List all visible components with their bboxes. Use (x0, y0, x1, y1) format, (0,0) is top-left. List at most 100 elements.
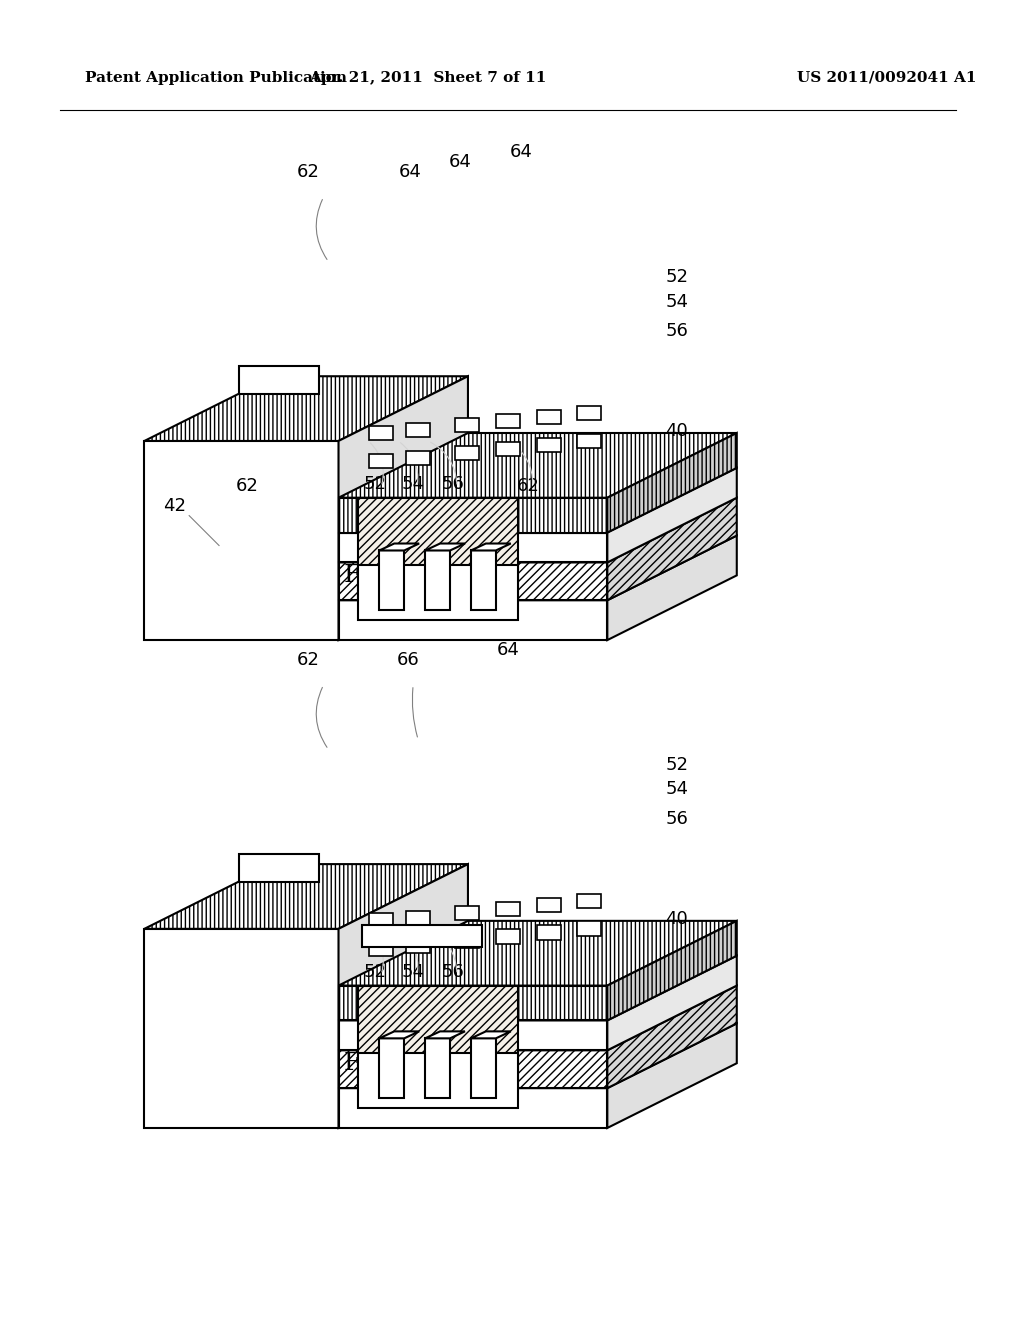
Polygon shape (339, 1023, 737, 1088)
Polygon shape (358, 565, 518, 620)
Polygon shape (496, 929, 520, 944)
Text: Fig. 10: Fig. 10 (344, 564, 433, 587)
Polygon shape (425, 1031, 465, 1039)
Polygon shape (339, 601, 607, 640)
Polygon shape (471, 1031, 511, 1039)
Polygon shape (578, 433, 601, 447)
Polygon shape (425, 1039, 450, 1098)
Text: 66: 66 (397, 651, 420, 669)
Polygon shape (379, 544, 419, 550)
Polygon shape (455, 933, 479, 948)
Text: 56: 56 (666, 810, 688, 828)
Text: 62: 62 (236, 477, 258, 495)
Polygon shape (339, 956, 737, 1020)
Polygon shape (607, 921, 737, 1020)
Text: 42: 42 (163, 496, 185, 515)
Polygon shape (537, 925, 560, 940)
Polygon shape (339, 986, 737, 1051)
Polygon shape (407, 911, 430, 925)
Polygon shape (144, 865, 468, 929)
Text: 40: 40 (666, 909, 688, 928)
Polygon shape (578, 405, 601, 420)
Polygon shape (339, 1088, 607, 1129)
Polygon shape (455, 417, 479, 432)
Text: 40: 40 (666, 422, 688, 440)
Text: 54: 54 (401, 962, 425, 981)
Text: 54: 54 (401, 475, 425, 492)
Polygon shape (407, 450, 430, 465)
Polygon shape (471, 1039, 496, 1098)
Text: 56: 56 (666, 322, 688, 341)
Polygon shape (362, 925, 482, 946)
Polygon shape (496, 442, 520, 455)
Text: 52: 52 (666, 268, 688, 285)
Polygon shape (607, 1023, 737, 1129)
Polygon shape (455, 446, 479, 459)
Polygon shape (537, 898, 560, 912)
Text: 64: 64 (509, 143, 532, 161)
Polygon shape (358, 986, 518, 1088)
Polygon shape (144, 929, 339, 1129)
Polygon shape (339, 433, 737, 498)
Polygon shape (339, 467, 737, 532)
Polygon shape (339, 376, 468, 640)
Polygon shape (537, 409, 560, 424)
Text: 52: 52 (364, 962, 387, 981)
Text: 64: 64 (398, 164, 422, 181)
Polygon shape (358, 1053, 518, 1107)
Polygon shape (370, 913, 393, 928)
Polygon shape (607, 986, 737, 1088)
Polygon shape (379, 1039, 404, 1098)
Text: 54: 54 (666, 780, 688, 799)
Text: Apr. 21, 2011  Sheet 7 of 11: Apr. 21, 2011 Sheet 7 of 11 (309, 70, 547, 84)
Text: 62: 62 (516, 477, 539, 495)
Text: 52: 52 (364, 475, 387, 492)
Polygon shape (358, 498, 518, 601)
Polygon shape (425, 550, 450, 610)
Polygon shape (607, 467, 737, 562)
Polygon shape (339, 865, 468, 1129)
Text: Fig. 11: Fig. 11 (344, 1052, 433, 1074)
Polygon shape (370, 454, 393, 467)
Polygon shape (370, 425, 393, 440)
Polygon shape (144, 441, 339, 640)
Polygon shape (607, 956, 737, 1051)
Text: 64: 64 (449, 153, 471, 172)
Polygon shape (425, 544, 465, 550)
Text: 56: 56 (441, 962, 465, 981)
Polygon shape (339, 921, 737, 986)
Polygon shape (379, 1031, 419, 1039)
Polygon shape (578, 894, 601, 908)
Polygon shape (339, 1020, 607, 1051)
Text: US 2011/0092041 A1: US 2011/0092041 A1 (797, 70, 976, 84)
Polygon shape (407, 422, 430, 437)
Polygon shape (144, 376, 468, 441)
Polygon shape (239, 854, 318, 882)
Polygon shape (496, 413, 520, 428)
Polygon shape (607, 536, 737, 640)
Polygon shape (339, 562, 607, 601)
Text: 62: 62 (297, 164, 321, 181)
Polygon shape (339, 536, 737, 601)
Polygon shape (339, 498, 607, 532)
Text: 64: 64 (497, 642, 519, 659)
Polygon shape (379, 550, 404, 610)
Polygon shape (339, 1051, 607, 1088)
Polygon shape (471, 544, 511, 550)
Text: 52: 52 (666, 755, 688, 774)
Polygon shape (578, 921, 601, 936)
Polygon shape (339, 986, 607, 1020)
Polygon shape (339, 532, 607, 562)
Polygon shape (537, 437, 560, 451)
Polygon shape (496, 902, 520, 916)
Polygon shape (455, 906, 479, 920)
Polygon shape (407, 939, 430, 953)
Text: 56: 56 (441, 475, 465, 492)
Text: Patent Application Publication: Patent Application Publication (85, 70, 347, 84)
Polygon shape (471, 550, 496, 610)
Text: 62: 62 (297, 651, 321, 669)
Polygon shape (339, 498, 737, 562)
Polygon shape (239, 366, 318, 395)
Polygon shape (607, 433, 737, 532)
Polygon shape (607, 498, 737, 601)
